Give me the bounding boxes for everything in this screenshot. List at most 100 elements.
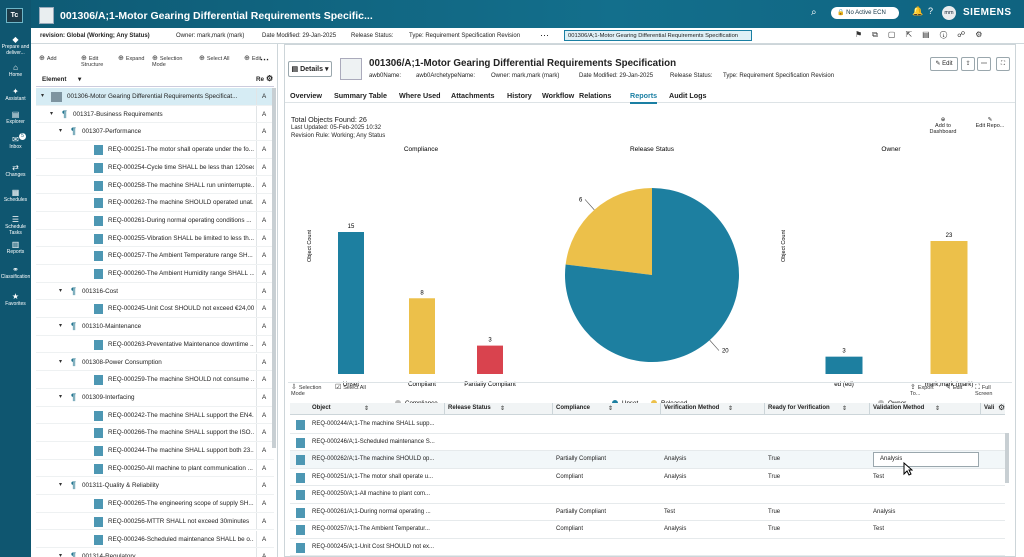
tab-overview[interactable]: Overview: [290, 91, 322, 100]
expand-toggle-icon[interactable]: ▾: [59, 287, 63, 294]
tree-row[interactable]: ▾ ¶ 001317-Business Requirements A: [36, 105, 274, 124]
nav-item-8[interactable]: ▥ Reports: [0, 240, 31, 256]
tree-row[interactable]: REQ-000255-Vibration SHALL be limited to…: [36, 229, 274, 248]
grid-tool-1[interactable]: ☑ Select All: [335, 384, 369, 391]
tree-row[interactable]: REQ-000259-The machine SHOULD not consum…: [36, 371, 274, 389]
tree-row[interactable]: REQ-000262-The machine SHOULD operated u…: [36, 194, 274, 212]
grid-tool-3[interactable]: ✎ Edit: [945, 384, 979, 391]
tree-row[interactable]: REQ-000256-MTTR SHALL not exceed 30minut…: [36, 512, 274, 531]
bar[interactable]: [338, 232, 364, 374]
col-rev[interactable]: Re: [256, 76, 265, 83]
tab-where-used[interactable]: Where Used: [399, 91, 441, 100]
tree-row[interactable]: REQ-000265-The engineering scope of supp…: [36, 495, 274, 513]
tree-row[interactable]: REQ-000242-The machine SHALL support the…: [36, 406, 274, 425]
settings-icon[interactable]: ⚙: [266, 74, 274, 83]
ecn-badge[interactable]: 🔒 No Active ECN: [831, 7, 899, 19]
expand-toggle-icon[interactable]: ▾: [59, 358, 63, 365]
toolbar-icons[interactable]: ⚑⧉▢⇱▤ⓘ☍⚙: [855, 30, 993, 39]
more-icon[interactable]: ⋯: [540, 30, 549, 40]
nav-item-1[interactable]: ⌂ Home: [0, 63, 31, 79]
grid-row[interactable]: REQ-000244/A;1-The machine SHALL supp...: [290, 416, 1005, 434]
grid-col-header[interactable]: Vali: [984, 405, 995, 411]
tree-row[interactable]: REQ-000261-During normal operating condi…: [36, 211, 274, 230]
tree-row[interactable]: REQ-000250-All machine to plant communic…: [36, 459, 274, 478]
add-dashboard-button[interactable]: ⊕ Add to Dashboard: [929, 117, 957, 135]
grid-row[interactable]: REQ-000257/A;1-The Ambient Temperatur...…: [290, 521, 1005, 539]
tree-row[interactable]: ▾ ¶ 001308-Power Consumption A: [36, 353, 274, 372]
expand-toggle-icon[interactable]: ▾: [41, 93, 45, 99]
tab-reports[interactable]: Reports: [630, 91, 658, 104]
tree-tool-3[interactable]: ⊕ Selection Mode: [152, 55, 186, 68]
expand-toggle-icon[interactable]: ▾: [50, 110, 54, 117]
grid-tool-0[interactable]: ⇩ Selection Mode: [291, 384, 325, 397]
tree-row[interactable]: REQ-000254-Cycle time SHALL be less than…: [36, 158, 274, 177]
sort-icon[interactable]: ⇕: [728, 406, 734, 412]
tree-tool-2[interactable]: ⊕ Expand: [118, 55, 152, 62]
details-toggle[interactable]: ▤ Details ▾: [288, 61, 332, 77]
tree-tool-1[interactable]: ⊕ Edit Structure: [81, 55, 115, 68]
sort-icon[interactable]: ⇕: [935, 406, 941, 412]
grid-col-header[interactable]: Ready for Verification: [768, 405, 830, 411]
pie-slice[interactable]: [565, 188, 652, 275]
revision-rule[interactable]: revision: Global (Working; Any Status): [40, 33, 150, 39]
tree-row[interactable]: ▾ ¶ 001311-Quality & Reliability A: [36, 477, 274, 496]
sort-icon[interactable]: ⇕: [842, 406, 848, 412]
tree-more-icon[interactable]: ⋯: [260, 54, 269, 64]
pie-slice[interactable]: [565, 188, 739, 362]
nav-item-2[interactable]: ✦ Assistant: [0, 87, 31, 103]
expand-toggle-icon[interactable]: ▾: [59, 482, 63, 489]
nav-item-5[interactable]: ⇄ Changes: [0, 163, 31, 179]
grid-scrollbar[interactable]: [1005, 433, 1009, 483]
grid-row[interactable]: REQ-000262/A;1-The machine SHOULD op... P…: [290, 451, 1005, 469]
grid-col-header[interactable]: Verification Method: [664, 405, 720, 411]
tab-summary-table[interactable]: Summary Table: [334, 91, 387, 100]
sort-icon[interactable]: ⇕: [364, 406, 370, 412]
tree-row[interactable]: ▾ ¶ 001314-Regulatory A: [36, 548, 274, 557]
tree-row[interactable]: ▾ ¶ 001309-Interfacing A: [36, 388, 274, 407]
bar[interactable]: [825, 356, 863, 374]
sort-icon[interactable]: ▾: [78, 76, 82, 83]
col-element[interactable]: Element: [42, 76, 67, 83]
tree-scrollbar[interactable]: [272, 88, 276, 448]
grid-row[interactable]: REQ-000245/A;1-Unit Cost SHOULD not ex..…: [290, 539, 1005, 556]
avatar[interactable]: mm: [942, 6, 956, 20]
nav-item-0[interactable]: ◆ Prepare and deliver...: [0, 35, 31, 56]
tree-row[interactable]: REQ-000244-The machine SHALL support bot…: [36, 442, 274, 460]
nav-item-4[interactable]: ✉ Inbox 5: [0, 133, 31, 151]
tree-row[interactable]: REQ-000246-Scheduled maintenance SHALL b…: [36, 530, 274, 549]
expand-toggle-icon[interactable]: ▾: [59, 553, 63, 557]
tree-row[interactable]: REQ-000245-Unit Cost SHOULD not exceed €…: [36, 300, 274, 319]
tree-row[interactable]: REQ-000257-The Ambient Temperature range…: [36, 247, 274, 265]
tree-row[interactable]: ▾ ¶ 001316-Cost A: [36, 282, 274, 301]
sort-icon[interactable]: ⇕: [608, 406, 614, 412]
grid-col-header[interactable]: Validation Method: [873, 405, 925, 411]
grid-col-header[interactable]: Release Status: [448, 405, 491, 411]
tab-history[interactable]: History: [507, 91, 532, 100]
teamcenter-logo[interactable]: Tc: [6, 8, 23, 23]
nav-item-10[interactable]: ★ Favorites: [0, 292, 31, 308]
tree-row[interactable]: REQ-000266-The machine SHALL support the…: [36, 424, 274, 442]
tree-tool-5[interactable]: ⊕ Edit: [244, 55, 278, 62]
search-icon[interactable]: ⌕: [811, 7, 817, 18]
grid-row[interactable]: REQ-000250/A;1-All machine to plant com.…: [290, 486, 1005, 504]
edit-report-button[interactable]: ✎ Edit Repo...: [975, 117, 1005, 129]
tree-row[interactable]: ▾ ¶ 001307-Performance A: [36, 123, 274, 142]
nav-item-6[interactable]: ▦ Schedules: [0, 188, 31, 204]
nav-item-9[interactable]: ⚭ Classification: [0, 265, 31, 281]
edit-button[interactable]: ✎ Edit: [930, 57, 958, 71]
tree-tool-4[interactable]: ⊕ Select All: [199, 55, 233, 62]
expand-toggle-icon[interactable]: ▾: [59, 128, 63, 135]
tree-row[interactable]: ▾ 001306-Motor Gearing Differential Requi…: [36, 88, 274, 106]
validation-edit-cell[interactable]: Analysis: [873, 452, 979, 467]
nav-item-3[interactable]: ▤ Explorer: [0, 110, 31, 126]
grid-row[interactable]: REQ-000246/A;1-Scheduled maintenance S..…: [290, 434, 1005, 451]
tree-row[interactable]: REQ-000263-Preventative Maintenance down…: [36, 335, 274, 354]
nav-item-7[interactable]: ☰ Schedule Tasks: [0, 215, 31, 236]
grid-tool-4[interactable]: ⛶ Full Screen: [975, 384, 1009, 397]
tab-workflow[interactable]: Workflow: [542, 91, 575, 100]
active-crumb[interactable]: 001306/A;1-Motor Gearing Differential Re…: [564, 30, 752, 41]
tree-tool-0[interactable]: ⊕ Add: [39, 55, 73, 62]
grid-tool-2[interactable]: ⇪ Export To...: [910, 384, 944, 397]
tab-relations[interactable]: Relations: [579, 91, 612, 100]
bar[interactable]: [930, 241, 968, 374]
